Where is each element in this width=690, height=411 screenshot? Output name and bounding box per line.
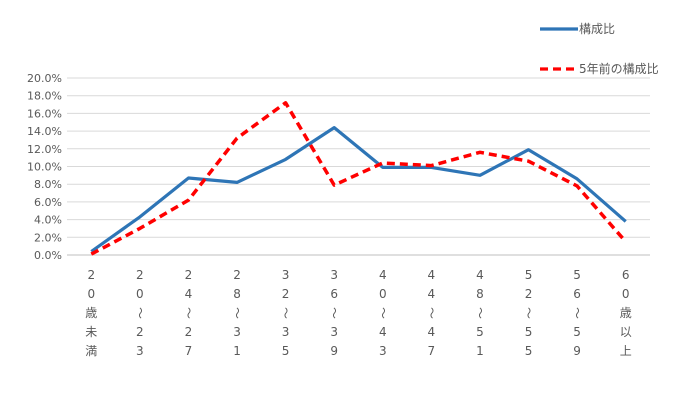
x-tick-char: 3 [282,268,290,282]
x-tick-char: 〜 [473,307,487,319]
y-axis-labels: 0.0% 2.0% 4.0% 6.0% 8.0% 10.0% 12.0% 14.0% 16.0%… [27,72,62,262]
x-tick-char: 5 [282,344,290,358]
x-tick-label: 2 8 〜 3 1 [230,268,244,358]
x-tick-char: 3 [233,325,241,339]
x-tick-char: 4 [428,287,436,301]
x-tick-char: 1 [476,344,484,358]
y-tick-label: 8.0% [34,178,62,191]
x-tick-char: 歳 [85,306,97,320]
x-tick-char: 2 [282,287,290,301]
x-tick-char: 4 [379,325,387,339]
series-lines [90,101,628,256]
x-axis-labels: 20歳未満20〜2324〜2728〜3132〜3536〜3940〜4344〜47… [85,268,631,358]
series-line-composition-5-years-ago [90,101,628,256]
x-tick-char: 6 [622,268,630,282]
x-tick-char: 〜 [327,307,341,319]
y-tick-label: 16.0% [27,107,62,120]
x-tick-char: 3 [330,325,338,339]
x-tick-label: 5 6 〜 5 9 [570,268,584,358]
x-tick-char: 4 [185,287,193,301]
x-tick-char: 4 [379,268,387,282]
x-tick-char: 〜 [424,307,438,319]
x-tick-char: 7 [428,344,436,358]
x-tick-char: 9 [573,344,581,358]
x-tick-char: 6 [330,287,338,301]
x-tick-label: 3 2 〜 3 5 [279,268,293,358]
x-tick-char: 未 [85,325,97,339]
x-tick-char: 3 [330,268,338,282]
x-tick-label: 4 8 〜 5 1 [473,268,487,358]
x-tick-char: 5 [476,325,484,339]
y-tick-label: 12.0% [27,143,62,156]
x-tick-char: 8 [476,287,484,301]
x-tick-char: 〜 [570,307,584,319]
x-tick-label: 6 0 歳以上 [620,268,632,358]
x-tick-label: 3 6 〜 3 9 [327,268,341,358]
x-tick-char: 以 [620,325,632,339]
x-tick-char: 9 [330,344,338,358]
x-tick-char: 満 [85,344,97,358]
x-tick-label: 2 4 〜 2 7 [181,268,195,358]
x-tick-char: 〜 [230,307,244,319]
x-tick-char: 3 [282,325,290,339]
x-tick-char: 上 [620,344,632,358]
legend-label: 構成比 [579,22,615,36]
series-line-composition [90,125,627,253]
x-tick-char: 0 [379,287,387,301]
x-tick-char: 2 [185,325,193,339]
x-tick-char: 〜 [376,307,390,319]
y-tick-label: 10.0% [27,161,62,174]
x-tick-char: 5 [525,268,533,282]
y-tick-label: 14.0% [27,125,62,138]
x-tick-char: 2 [233,268,241,282]
x-tick-label: 2 0 〜 2 3 [133,268,147,358]
x-tick-label: 4 4 〜 4 7 [424,268,438,358]
x-tick-char: 3 [136,344,144,358]
gridlines [67,77,650,256]
x-tick-label: 4 0 〜 4 3 [376,268,390,358]
x-tick-char: 2 [525,287,533,301]
x-tick-char: 〜 [181,307,195,319]
x-tick-char: 5 [525,325,533,339]
y-tick-label: 20.0% [27,72,62,85]
x-tick-char: 5 [525,344,533,358]
x-tick-char: 4 [476,268,484,282]
x-tick-char: 2 [185,268,193,282]
x-tick-char: 0 [622,287,630,301]
x-tick-char: 〜 [522,307,536,319]
legend-label: 5年前の構成比 [579,61,659,76]
x-tick-char: 2 [87,268,95,282]
x-tick-char: 6 [573,287,581,301]
x-tick-char: 1 [233,344,241,358]
x-tick-char: 7 [185,344,193,358]
x-tick-char: 0 [87,287,95,301]
x-tick-char: 5 [573,268,581,282]
y-tick-label: 6.0% [34,196,62,209]
x-tick-char: 4 [428,268,436,282]
x-tick-char: 2 [136,268,144,282]
x-tick-label: 2 0 歳未満 [85,268,97,358]
y-tick-label: 0.0% [34,249,62,262]
x-tick-char: 5 [573,325,581,339]
legend: 構成比 5年前の構成比 [540,22,659,76]
x-tick-char: 3 [379,344,387,358]
x-tick-char: 歳 [620,306,632,320]
x-tick-char: 4 [428,325,436,339]
x-tick-char: 2 [136,325,144,339]
x-tick-char: 〜 [133,307,147,319]
y-tick-label: 4.0% [34,214,62,227]
x-tick-char: 8 [233,287,241,301]
x-tick-char: 0 [136,287,144,301]
x-tick-char: 〜 [279,307,293,319]
y-tick-label: 18.0% [27,90,62,103]
y-tick-label: 2.0% [34,231,62,244]
x-tick-label: 5 2 〜 5 5 [522,268,536,358]
